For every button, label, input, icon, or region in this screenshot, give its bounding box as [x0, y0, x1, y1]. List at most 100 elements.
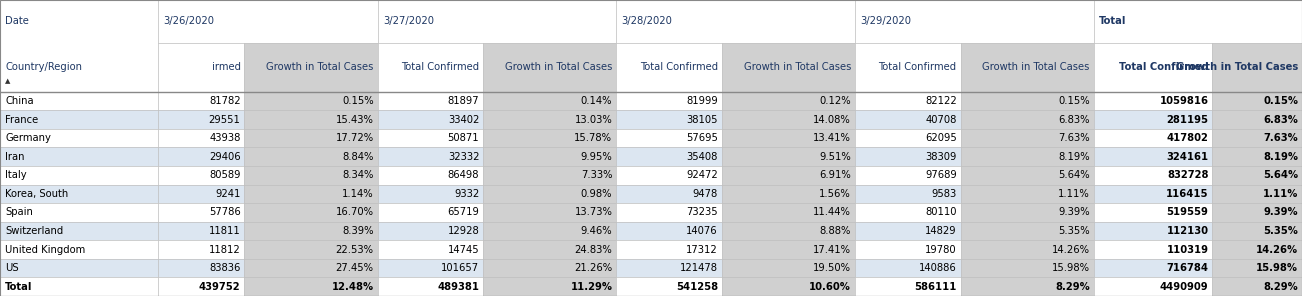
Bar	[158, 147, 245, 166]
Text: 50871: 50871	[448, 133, 479, 143]
Bar	[855, 110, 961, 129]
Bar	[1212, 203, 1302, 222]
Text: 38309: 38309	[926, 152, 957, 162]
Bar	[721, 43, 855, 92]
Text: 9583: 9583	[931, 189, 957, 199]
Bar	[158, 129, 245, 147]
Bar	[1212, 166, 1302, 185]
Text: 24.83%: 24.83%	[574, 244, 612, 255]
Text: Italy: Italy	[5, 170, 27, 180]
Bar	[245, 222, 378, 240]
Text: Growth in Total Cases: Growth in Total Cases	[983, 62, 1090, 72]
Bar	[245, 203, 378, 222]
Bar	[483, 92, 616, 110]
Text: 9.39%: 9.39%	[1059, 207, 1090, 218]
Bar	[0, 185, 158, 203]
Bar	[245, 92, 378, 110]
Text: 21.26%: 21.26%	[574, 263, 612, 273]
Bar	[855, 92, 961, 110]
Text: Korea, South: Korea, South	[5, 189, 69, 199]
Bar	[961, 129, 1094, 147]
Text: 81897: 81897	[448, 96, 479, 106]
Bar	[855, 129, 961, 147]
Text: Total Confirmed: Total Confirmed	[401, 62, 479, 72]
Bar	[483, 240, 616, 259]
Bar	[0, 129, 158, 147]
Text: Total Confirmed: Total Confirmed	[639, 62, 717, 72]
Bar	[616, 129, 721, 147]
Bar	[483, 185, 616, 203]
Bar	[1094, 240, 1212, 259]
Bar	[721, 240, 855, 259]
Text: 83836: 83836	[210, 263, 241, 273]
Text: 6.83%: 6.83%	[1059, 115, 1090, 125]
Bar	[1094, 110, 1212, 129]
Text: 9332: 9332	[454, 189, 479, 199]
Bar	[1212, 185, 1302, 203]
Text: United Kingdom: United Kingdom	[5, 244, 86, 255]
Bar	[1094, 277, 1212, 296]
Text: 3/29/2020: 3/29/2020	[861, 17, 911, 26]
Text: 6.91%: 6.91%	[819, 170, 852, 180]
Text: 11811: 11811	[208, 226, 241, 236]
Bar	[1212, 43, 1302, 92]
Bar	[855, 43, 961, 92]
Text: 17.72%: 17.72%	[336, 133, 374, 143]
Text: Date: Date	[5, 17, 29, 26]
Text: 6.83%: 6.83%	[1263, 115, 1298, 125]
Text: 9.95%: 9.95%	[581, 152, 612, 162]
Text: China: China	[5, 96, 34, 106]
Text: Iran: Iran	[5, 152, 25, 162]
Bar	[855, 166, 961, 185]
Bar	[158, 43, 245, 92]
Bar	[0, 203, 158, 222]
Bar	[855, 259, 961, 277]
Bar	[0, 0, 158, 92]
Text: 5.35%: 5.35%	[1059, 226, 1090, 236]
Bar	[855, 240, 961, 259]
Text: 417802: 417802	[1167, 133, 1208, 143]
Bar	[158, 185, 245, 203]
Bar	[1212, 129, 1302, 147]
Text: 80589: 80589	[210, 170, 241, 180]
Text: 0.14%: 0.14%	[581, 96, 612, 106]
Bar	[1094, 0, 1302, 43]
Bar	[616, 240, 721, 259]
Bar	[483, 43, 616, 92]
Text: 32332: 32332	[448, 152, 479, 162]
Bar	[1094, 147, 1212, 166]
Bar	[961, 43, 1094, 92]
Bar	[616, 166, 721, 185]
Text: Total Confirmed: Total Confirmed	[879, 62, 957, 72]
Bar	[1212, 259, 1302, 277]
Bar	[721, 147, 855, 166]
Text: 16.70%: 16.70%	[336, 207, 374, 218]
Text: Total: Total	[5, 282, 33, 292]
Text: 116415: 116415	[1165, 189, 1208, 199]
Text: 14.08%: 14.08%	[814, 115, 852, 125]
Bar	[961, 240, 1094, 259]
Text: Germany: Germany	[5, 133, 51, 143]
Text: 81999: 81999	[686, 96, 717, 106]
Text: 3/26/2020: 3/26/2020	[163, 17, 214, 26]
Bar	[378, 129, 483, 147]
Text: 0.15%: 0.15%	[342, 96, 374, 106]
Text: 5.64%: 5.64%	[1059, 170, 1090, 180]
Bar	[1094, 129, 1212, 147]
Bar	[616, 203, 721, 222]
Bar	[855, 185, 961, 203]
Bar	[245, 259, 378, 277]
Bar	[855, 222, 961, 240]
Text: 73235: 73235	[686, 207, 717, 218]
Text: 27.45%: 27.45%	[336, 263, 374, 273]
Bar	[961, 259, 1094, 277]
Text: 101657: 101657	[441, 263, 479, 273]
Text: 19780: 19780	[924, 244, 957, 255]
Bar	[721, 259, 855, 277]
Text: 62095: 62095	[924, 133, 957, 143]
Text: ▲: ▲	[5, 78, 10, 84]
Bar	[1094, 259, 1212, 277]
Text: 17.41%: 17.41%	[812, 244, 852, 255]
Text: 8.19%: 8.19%	[1059, 152, 1090, 162]
Bar	[1094, 43, 1212, 92]
